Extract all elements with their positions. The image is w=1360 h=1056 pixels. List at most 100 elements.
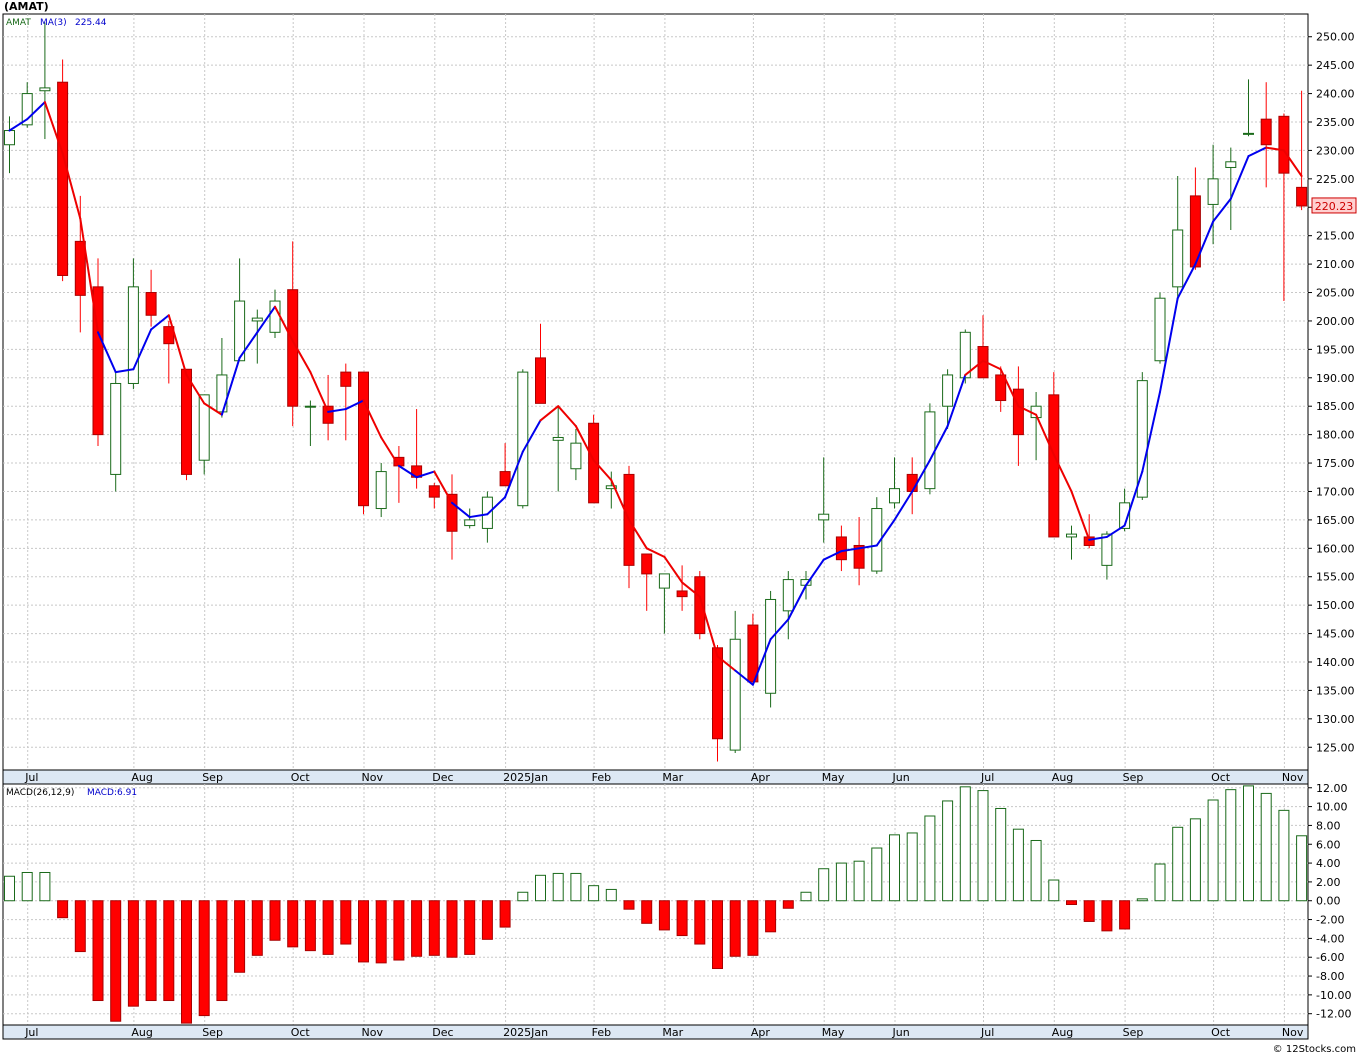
macd-label: MACD(26,12,9) xyxy=(6,788,74,798)
macd-y-tick-label: -6.00 xyxy=(1316,951,1344,964)
macd-y-tick-label: 4.00 xyxy=(1316,857,1341,870)
candle-up xyxy=(1136,372,1148,500)
macd-y-tick-label: -12.00 xyxy=(1316,1008,1351,1021)
macd-value-label: MACD:6.91 xyxy=(87,788,137,798)
ma3-segment xyxy=(97,331,117,374)
ma3-segment xyxy=(787,584,807,621)
macd-y-tick-label: 2.00 xyxy=(1316,876,1341,889)
candle-body xyxy=(570,442,582,470)
macd-y-tick-label: -2.00 xyxy=(1316,914,1344,927)
candle-body xyxy=(464,519,476,527)
macd-bar-negative xyxy=(216,900,228,1002)
candle-body xyxy=(1172,229,1184,288)
x-axis-label: Dec xyxy=(432,771,453,784)
macd-bar-negative xyxy=(287,900,299,948)
price-y-tick-label: 160.00 xyxy=(1316,542,1355,555)
ma3-segment xyxy=(132,328,153,371)
x-axis-label: Aug xyxy=(131,771,152,784)
macd-bar-positive xyxy=(1189,818,1201,902)
macd-bar-negative xyxy=(1083,900,1095,922)
candle-up xyxy=(570,428,582,481)
ma3-segment xyxy=(203,402,223,416)
ma3-segment xyxy=(769,618,790,641)
macd-y-tick-label: 0.00 xyxy=(1316,895,1341,908)
ma3-segment xyxy=(26,101,46,121)
x-axis-label: Sep xyxy=(202,1026,223,1039)
ma3-segment xyxy=(610,479,630,521)
candle-body xyxy=(340,371,352,387)
candle-body xyxy=(127,286,139,384)
candle-body xyxy=(588,422,600,504)
price-y-tick-label: 130.00 xyxy=(1316,713,1355,726)
price-y-tick-label: 125.00 xyxy=(1316,741,1355,754)
macd-bar-positive xyxy=(517,891,529,902)
candle-body xyxy=(375,471,387,510)
candle-body xyxy=(1012,388,1024,436)
macd-bar-positive xyxy=(1296,835,1308,902)
watermark: © 12Stocks.com xyxy=(1273,1044,1356,1055)
macd-bar-negative xyxy=(145,900,157,1002)
candle-down xyxy=(835,525,847,572)
candle-down xyxy=(1012,366,1024,466)
macd-bar-positive xyxy=(942,800,954,902)
x-axis-label: Mar xyxy=(662,771,683,784)
candle-down xyxy=(145,269,157,327)
candle-up xyxy=(1225,147,1237,230)
macd-bar-negative xyxy=(765,900,777,933)
macd-bar-positive xyxy=(1048,879,1060,902)
candle-up xyxy=(1207,144,1219,245)
candle-body xyxy=(1048,394,1060,538)
price-y-tick-label: 165.00 xyxy=(1316,514,1355,527)
candle-body xyxy=(1101,533,1113,566)
price-y-tick-label: 230.00 xyxy=(1316,144,1355,157)
candle-body xyxy=(39,87,51,92)
price-panel-frame xyxy=(2,13,1309,771)
candle-down xyxy=(57,59,69,282)
ma3-segment xyxy=(698,595,719,658)
x-axis-label: Aug xyxy=(1052,771,1073,784)
ma3-segment xyxy=(114,368,135,374)
candle-up xyxy=(818,457,830,543)
ma3-segment xyxy=(539,405,560,422)
macd-bar-negative xyxy=(1066,900,1077,905)
macd-bar-positive xyxy=(800,891,812,902)
candle-up xyxy=(552,406,564,492)
candle-body xyxy=(552,436,564,441)
macd-bar-positive xyxy=(871,847,883,902)
macd-bar-positive xyxy=(977,790,989,902)
candle-body xyxy=(1296,186,1308,207)
macd-bar-positive xyxy=(1012,828,1024,902)
candle-body xyxy=(765,598,777,694)
candle-down xyxy=(92,258,104,446)
x-axis-label: Aug xyxy=(1052,1026,1073,1039)
candle-down xyxy=(747,613,759,685)
ma3-segment xyxy=(1052,453,1073,493)
macd-y-tick-label: -4.00 xyxy=(1316,932,1344,945)
macd-histogram xyxy=(4,785,1308,1024)
macd-bar-positive xyxy=(39,871,51,902)
macd-bar-positive xyxy=(570,872,582,902)
macd-bar-positive xyxy=(1030,839,1042,902)
macd-bar-negative xyxy=(712,900,723,970)
macd-bar-negative xyxy=(747,900,759,956)
ma3-segment xyxy=(1017,405,1038,416)
candle-up xyxy=(39,22,51,140)
x-axis-label: Nov xyxy=(362,771,384,784)
candle-down xyxy=(1189,167,1201,270)
macd-y-tick-label: 6.00 xyxy=(1316,838,1341,851)
candle-down xyxy=(340,363,352,441)
macd-bar-positive xyxy=(818,868,830,902)
candle-body xyxy=(782,579,794,612)
candle-up xyxy=(481,491,493,543)
candle-up xyxy=(924,403,936,495)
candle-up xyxy=(251,309,263,364)
price-panel: 125.00 130.00 135.00 140.00 145.00 150.00 155.… xyxy=(2,13,1355,771)
candle-down xyxy=(428,482,440,509)
ma3-segment xyxy=(1070,490,1091,541)
price-x-axis: Jul Aug Sep Oct Nov Dec 2025Jan Feb Mar Apr May Jun… xyxy=(2,769,1309,785)
ma3-segment xyxy=(362,399,383,439)
candle-up xyxy=(304,400,316,446)
x-axis-label: Jul xyxy=(24,1026,38,1039)
candle-body xyxy=(1225,161,1237,168)
